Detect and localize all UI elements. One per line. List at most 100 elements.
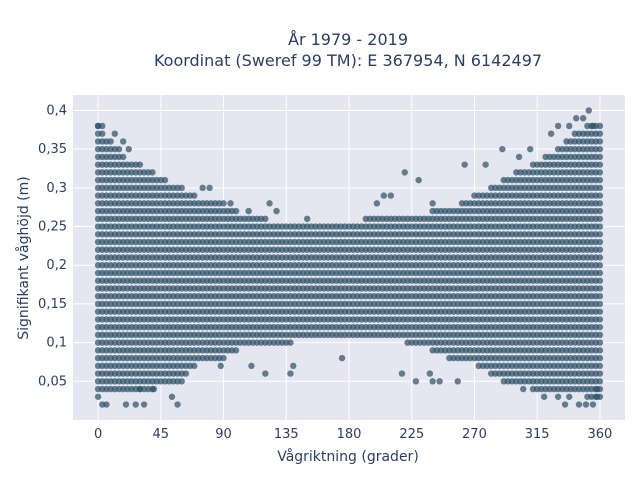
data-point: [191, 362, 198, 370]
x-tick-label: 90: [215, 427, 232, 442]
data-point: [554, 393, 562, 400]
data-point: [596, 277, 604, 284]
data-point: [596, 370, 604, 377]
data-point: [273, 207, 280, 215]
x-tick-label: 270: [462, 427, 487, 442]
data-point: [125, 145, 132, 153]
data-point: [596, 323, 604, 331]
y-tick-label: 0,15: [38, 297, 67, 312]
data-point: [540, 393, 548, 400]
tick-labels: 0 45 90 135 180 225 270 315 360 0,05 0,1 0,15 0,2 0,2…: [38, 103, 612, 442]
data-point: [111, 130, 119, 137]
data-point: [107, 138, 114, 145]
data-point: [454, 378, 461, 385]
data-point: [232, 207, 240, 215]
data-point: [119, 138, 127, 145]
data-point: [596, 246, 604, 253]
data-point: [596, 161, 604, 168]
chart-title-line2: Koordinat (Sweref 99 TM): E 367954, N 61…: [154, 51, 542, 70]
data-point: [596, 269, 604, 277]
data-point: [561, 401, 569, 408]
y-tick-label: 0,4: [46, 103, 67, 118]
data-point: [161, 176, 169, 184]
data-point: [387, 192, 395, 199]
data-point: [566, 122, 573, 130]
data-point: [593, 393, 601, 400]
data-point: [596, 184, 604, 192]
data-point: [596, 316, 604, 323]
data-point: [287, 370, 294, 377]
x-tick-label: 180: [337, 427, 362, 442]
data-point: [199, 184, 206, 192]
data-point: [99, 130, 106, 137]
data-point: [398, 370, 406, 377]
data-point: [575, 401, 583, 408]
data-point: [596, 339, 604, 346]
data-point: [596, 122, 604, 130]
data-point: [290, 362, 297, 370]
data-point: [178, 378, 185, 385]
data-point: [168, 393, 176, 400]
data-point: [266, 200, 273, 207]
data-point: [338, 354, 346, 362]
data-point: [149, 169, 156, 176]
y-tick-label: 0,1: [46, 336, 67, 351]
data-point: [596, 378, 604, 385]
data-point: [596, 262, 604, 269]
x-tick-label: 135: [274, 427, 299, 442]
data-point: [103, 401, 110, 408]
data-point: [596, 308, 604, 315]
data-point: [122, 401, 130, 408]
data-point: [596, 130, 604, 137]
data-point: [589, 122, 597, 130]
data-point: [178, 184, 185, 192]
data-point: [596, 223, 604, 230]
data-point: [132, 401, 139, 408]
data-point: [596, 300, 604, 308]
data-point: [217, 362, 224, 370]
x-tick-label: 225: [399, 427, 424, 442]
data-point: [596, 153, 604, 161]
data-point: [303, 215, 311, 223]
data-point: [248, 362, 255, 370]
data-point: [596, 354, 604, 362]
data-point: [596, 145, 604, 153]
data-point: [596, 231, 604, 238]
x-tick-label: 360: [587, 427, 612, 442]
data-point: [461, 161, 468, 168]
data-point: [596, 169, 604, 176]
data-point: [596, 238, 604, 246]
data-point: [412, 378, 420, 385]
data-point: [436, 378, 443, 385]
x-tick-label: 315: [525, 427, 550, 442]
data-point: [94, 393, 102, 400]
data-point: [401, 169, 408, 176]
data-point: [596, 347, 604, 354]
data-point: [582, 401, 590, 408]
chart-title-line1: År 1979 - 2019: [288, 30, 408, 49]
data-point: [596, 138, 604, 145]
data-point: [262, 215, 269, 223]
y-axis-title: Signifikant våghöjd (m): [15, 176, 32, 339]
data-point: [262, 370, 269, 377]
data-point: [136, 385, 144, 393]
x-tick-label: 0: [94, 427, 102, 442]
data-point: [415, 176, 422, 184]
data-point: [429, 378, 436, 385]
data-point: [380, 192, 388, 199]
data-point: [429, 200, 436, 207]
data-point: [220, 200, 227, 207]
x-tick-label: 45: [153, 427, 170, 442]
y-tick-label: 0,3: [46, 181, 67, 196]
y-tick-label: 0,35: [38, 142, 67, 157]
data-point: [596, 215, 604, 223]
data-point: [527, 145, 534, 153]
data-point: [140, 401, 148, 408]
data-point: [593, 385, 601, 393]
data-point: [287, 339, 294, 346]
data-point: [99, 122, 106, 130]
data-point: [232, 347, 240, 354]
y-tick-label: 0,25: [38, 220, 67, 235]
